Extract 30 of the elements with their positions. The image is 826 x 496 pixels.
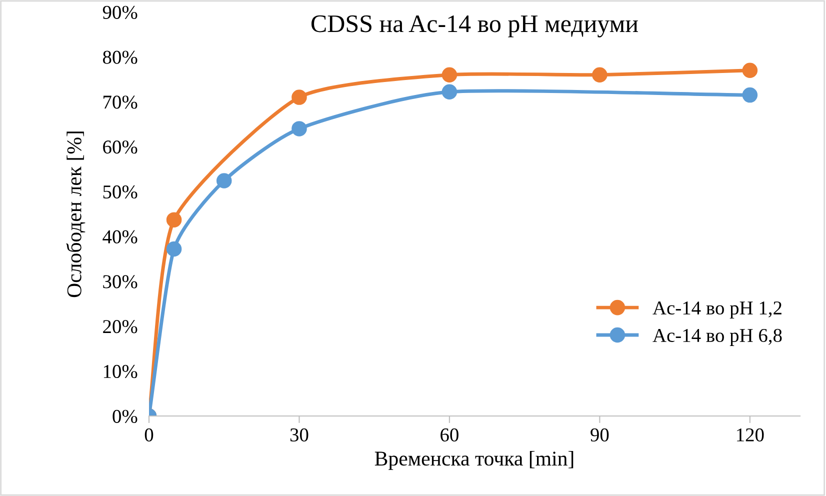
x-tick-label: 30 xyxy=(290,428,308,442)
x-tick-label: 60 xyxy=(440,428,458,442)
legend-label: Ac-14 во pH 6,8 xyxy=(652,328,782,346)
point xyxy=(442,67,458,82)
y-tick-label: 70% xyxy=(104,96,138,109)
y-tick-label: 30% xyxy=(103,275,138,288)
x-tick-label: 0 xyxy=(144,428,154,442)
y-axis-title: Ослободен лек [%] xyxy=(66,132,86,298)
point xyxy=(592,67,608,82)
legend-label: Ac-14 во pH 1,2 xyxy=(652,301,782,319)
point xyxy=(166,212,182,228)
point xyxy=(742,62,758,78)
y-tick-label: 40% xyxy=(102,230,138,244)
x-axis-title: Временска точка [min] xyxy=(374,450,574,470)
chart-title: CDSS на Ac-14 во pH медиуми xyxy=(311,15,638,38)
point xyxy=(216,173,232,188)
point xyxy=(742,87,758,103)
y-tick-label: 10% xyxy=(104,364,138,378)
y-tick-label: 80% xyxy=(102,50,138,64)
x-tick-label: 90 xyxy=(590,428,609,442)
y-tick-label: 50% xyxy=(103,185,138,199)
point xyxy=(442,84,458,100)
y-tick-label: 0% xyxy=(112,410,138,423)
x-tick-label: 120 xyxy=(737,428,764,442)
point xyxy=(292,90,307,105)
y-tick-label: 90% xyxy=(102,6,138,19)
y-tick-label: 60% xyxy=(103,140,138,154)
point xyxy=(292,121,307,136)
y-tick-label: 20% xyxy=(103,320,138,334)
point xyxy=(166,241,182,257)
